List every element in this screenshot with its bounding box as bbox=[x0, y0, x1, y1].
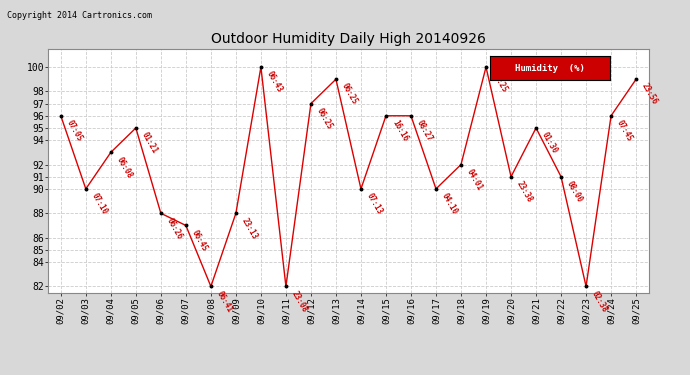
Text: 23:56: 23:56 bbox=[640, 82, 660, 106]
Text: 04:01: 04:01 bbox=[465, 167, 484, 192]
Point bbox=[80, 186, 91, 192]
Point bbox=[480, 64, 491, 70]
Text: 07:45: 07:45 bbox=[615, 118, 635, 143]
Point bbox=[506, 174, 517, 180]
Text: 23:13: 23:13 bbox=[240, 216, 259, 241]
Point bbox=[180, 222, 191, 228]
Text: 06:25: 06:25 bbox=[340, 82, 359, 106]
Text: 06:26: 06:26 bbox=[165, 216, 184, 241]
Text: 23:38: 23:38 bbox=[515, 180, 535, 204]
Text: 04:10: 04:10 bbox=[440, 192, 460, 216]
Point bbox=[606, 113, 617, 119]
Text: 16:16: 16:16 bbox=[390, 118, 409, 143]
Text: 06:08: 06:08 bbox=[115, 155, 135, 180]
Text: 06:25: 06:25 bbox=[490, 70, 509, 94]
Point bbox=[106, 149, 117, 155]
Point bbox=[206, 284, 217, 290]
Point bbox=[306, 100, 317, 106]
Point bbox=[555, 174, 566, 180]
Text: 02:38: 02:38 bbox=[590, 289, 609, 314]
Point bbox=[55, 113, 66, 119]
Point bbox=[230, 210, 241, 216]
Point bbox=[431, 186, 442, 192]
Text: 01:21: 01:21 bbox=[140, 131, 159, 155]
Point bbox=[455, 162, 466, 168]
Text: 23:08: 23:08 bbox=[290, 289, 309, 314]
Point bbox=[331, 76, 342, 82]
Text: 01:30: 01:30 bbox=[540, 131, 560, 155]
Point bbox=[280, 284, 291, 290]
Text: 07:10: 07:10 bbox=[90, 192, 109, 216]
Title: Outdoor Humidity Daily High 20140926: Outdoor Humidity Daily High 20140926 bbox=[211, 32, 486, 46]
Text: 07:05: 07:05 bbox=[65, 118, 84, 143]
Point bbox=[580, 284, 591, 290]
Text: 06:45: 06:45 bbox=[190, 228, 209, 253]
Point bbox=[631, 76, 642, 82]
Text: Copyright 2014 Cartronics.com: Copyright 2014 Cartronics.com bbox=[7, 11, 152, 20]
Point bbox=[531, 125, 542, 131]
Text: 08:27: 08:27 bbox=[415, 118, 435, 143]
Text: 06:43: 06:43 bbox=[265, 70, 284, 94]
Point bbox=[130, 125, 141, 131]
Point bbox=[255, 64, 266, 70]
Text: 08:00: 08:00 bbox=[565, 180, 584, 204]
Point bbox=[380, 113, 391, 119]
Point bbox=[355, 186, 366, 192]
Point bbox=[155, 210, 166, 216]
Text: 07:13: 07:13 bbox=[365, 192, 384, 216]
Text: 06:41: 06:41 bbox=[215, 289, 235, 314]
Text: 06:25: 06:25 bbox=[315, 106, 335, 131]
Point bbox=[406, 113, 417, 119]
